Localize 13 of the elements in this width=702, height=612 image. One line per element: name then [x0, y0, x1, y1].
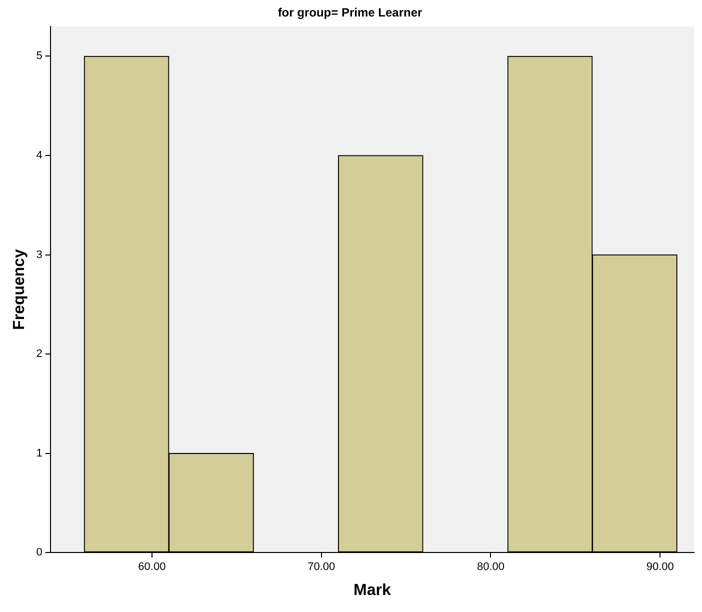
- y-tick-label: 4: [36, 150, 42, 162]
- x-tick-label: 90.00: [646, 561, 674, 574]
- y-tick-label: 2: [36, 348, 42, 360]
- y-tick-label: 0: [36, 546, 42, 559]
- x-tick-label: 60.00: [138, 561, 166, 574]
- y-axis-title: Frequency: [11, 248, 28, 330]
- x-axis-title: Mark: [353, 582, 391, 599]
- y-tick-label: 3: [36, 248, 42, 261]
- x-tick-label: 70.00: [308, 561, 336, 574]
- y-tick-label: 1: [36, 447, 42, 460]
- y-tick-label: 5: [36, 50, 42, 62]
- chart-title: for group= Prime Learner: [278, 6, 423, 20]
- x-tick-label: 80.00: [476, 561, 504, 574]
